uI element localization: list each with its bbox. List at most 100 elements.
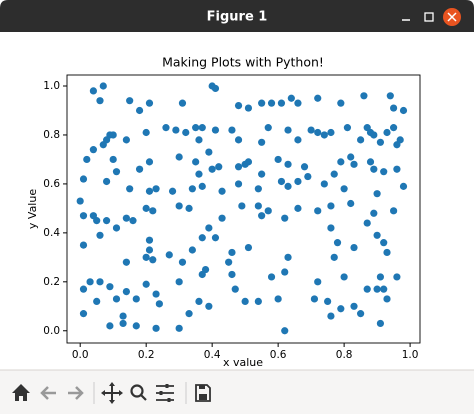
scatter-point xyxy=(79,285,88,293)
scatter-point xyxy=(234,101,243,110)
scatter-point xyxy=(310,295,319,303)
scatter-point xyxy=(182,128,190,137)
scatter-point xyxy=(264,207,272,215)
chart-title: Making Plots with Python! xyxy=(162,55,324,70)
axes-frame xyxy=(66,74,421,344)
scatter-point xyxy=(86,278,94,286)
scatter-point xyxy=(89,146,97,154)
scatter-point xyxy=(96,97,104,105)
y-tick-label: 1.0 xyxy=(43,80,60,92)
scatter-point xyxy=(320,131,328,139)
back-button[interactable] xyxy=(40,386,56,400)
scatter-point xyxy=(198,182,206,190)
x-tick-label: 0.4 xyxy=(204,349,221,361)
scatter-point xyxy=(399,106,408,115)
scatter-point xyxy=(155,300,163,308)
y-tick-label: 0.4 xyxy=(43,227,60,239)
scatter-point xyxy=(79,310,88,318)
x-tick-label: 0.6 xyxy=(270,349,287,361)
scatter-point xyxy=(380,168,388,176)
scatter-point xyxy=(366,158,375,166)
scatter-point xyxy=(149,207,157,215)
configure-button[interactable] xyxy=(156,384,174,402)
scatter-point xyxy=(162,124,170,132)
save-button[interactable] xyxy=(195,384,211,402)
scatter-point xyxy=(145,187,154,195)
close-button[interactable] xyxy=(443,8,461,26)
home-button[interactable] xyxy=(12,384,30,401)
scatter-point xyxy=(112,295,121,303)
scatter-point xyxy=(343,124,352,132)
scatter-point xyxy=(399,182,408,190)
scatter-point xyxy=(383,248,391,257)
scatter-point xyxy=(145,236,154,244)
scatter-point xyxy=(122,214,130,222)
window-title: Figure 1 xyxy=(207,10,268,25)
zoom-button[interactable] xyxy=(130,384,147,401)
scatter-point xyxy=(195,170,203,178)
scatter-point xyxy=(284,253,292,261)
scatter-point xyxy=(284,182,292,190)
scatter-point xyxy=(393,273,401,281)
scatter-point xyxy=(267,273,276,281)
scatter-point xyxy=(370,209,378,217)
scatter-point xyxy=(145,99,154,107)
scatter-point xyxy=(294,99,302,107)
scatter-point xyxy=(294,204,302,212)
scatter-point xyxy=(119,312,127,320)
scatter-point xyxy=(258,138,266,146)
scatter-point xyxy=(83,155,91,164)
scatter-point xyxy=(274,155,282,164)
scatter-point xyxy=(99,141,107,149)
scatter-point xyxy=(142,128,150,137)
scatter-point xyxy=(281,214,289,222)
scatter-point xyxy=(96,278,104,286)
scatter-point xyxy=(314,94,322,102)
scatter-point xyxy=(376,273,385,281)
scatter-point xyxy=(178,99,187,107)
scatter-point xyxy=(327,128,335,137)
pan-button[interactable] xyxy=(101,382,123,404)
x-tick-label: 0.2 xyxy=(138,349,155,361)
scatter-point xyxy=(205,148,213,156)
scatter-point xyxy=(165,251,173,259)
scatter-point xyxy=(152,324,160,332)
scatter-point xyxy=(373,285,381,293)
x-tick-label: 1.0 xyxy=(402,349,419,361)
scatter-point xyxy=(142,204,150,212)
y-axis-label: y Value xyxy=(26,189,39,229)
scatter-point xyxy=(294,177,302,186)
scatter-point xyxy=(175,153,183,161)
scatter-point xyxy=(390,124,398,132)
scatter-point xyxy=(340,185,348,193)
scatter-point xyxy=(314,278,322,286)
scatter-point xyxy=(234,163,243,171)
scatter-point xyxy=(149,256,157,264)
scatter-point xyxy=(129,217,137,225)
scatter-point xyxy=(102,217,111,225)
scatter-point xyxy=(258,99,266,107)
scatter-point xyxy=(188,246,196,254)
forward-button[interactable] xyxy=(68,386,84,400)
scatter-point xyxy=(238,202,246,210)
scatter-point xyxy=(126,185,134,193)
scatter-point xyxy=(99,82,107,90)
x-tick-label: 0.0 xyxy=(72,349,89,361)
scatter-point xyxy=(211,84,220,93)
scatter-point xyxy=(376,138,385,146)
y-tick-label: 0.8 xyxy=(43,129,60,141)
scatter-point xyxy=(370,165,378,173)
scatter-point xyxy=(185,204,193,212)
scatter-point xyxy=(347,153,355,161)
scatter-point xyxy=(135,165,144,173)
scatter-point xyxy=(376,319,385,328)
scatter-point xyxy=(287,94,295,102)
scatter-point xyxy=(205,224,213,232)
scatter-point xyxy=(357,136,365,144)
y-tick-label: 0.0 xyxy=(43,325,60,337)
scatter-point xyxy=(234,180,243,188)
scatter-point xyxy=(300,163,309,171)
maximize-button[interactable] xyxy=(424,12,434,22)
scatter-point xyxy=(244,243,253,252)
